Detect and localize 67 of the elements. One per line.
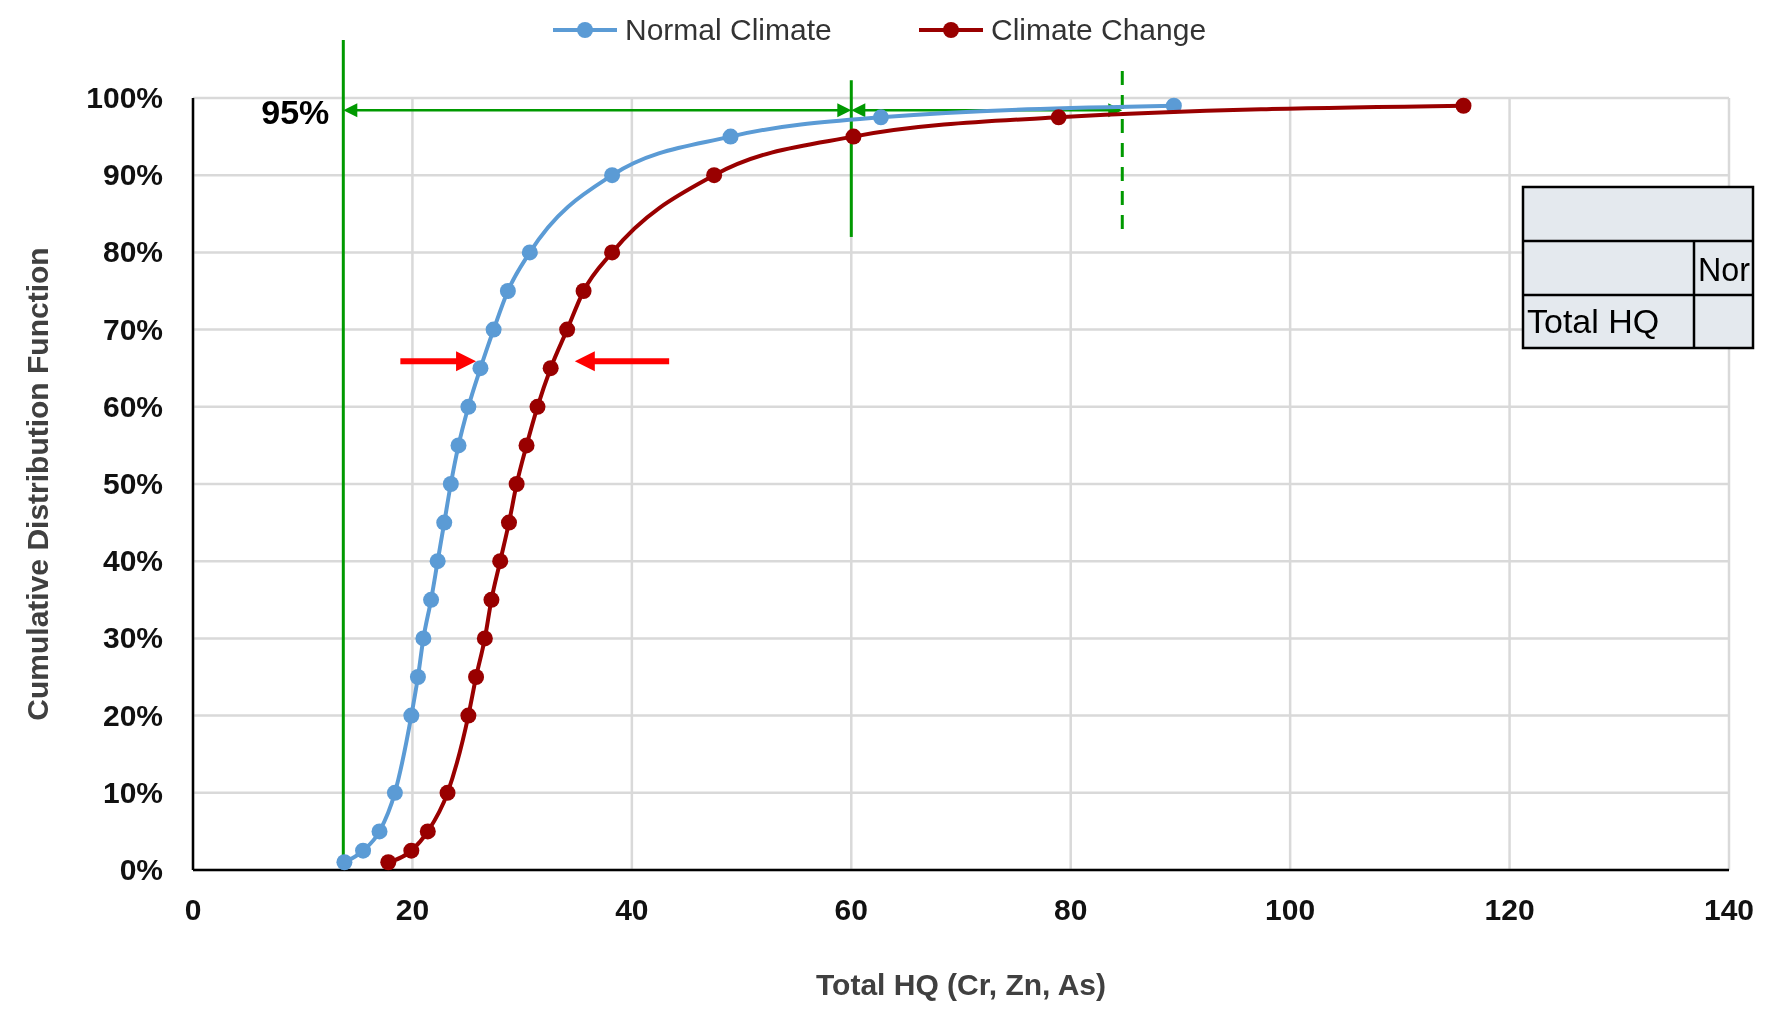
point: [415, 630, 432, 647]
point: [575, 283, 592, 299]
point: [483, 591, 500, 608]
point: [559, 321, 576, 338]
point: [423, 591, 440, 608]
y-tick-label: 0%: [119, 853, 163, 886]
point: [499, 283, 516, 299]
legend-label: Climate Change: [991, 13, 1207, 46]
point: [442, 476, 459, 492]
y-tick-label: 50%: [102, 467, 163, 500]
y-tick-label: 10%: [102, 775, 163, 809]
y-tick-label: 40%: [102, 544, 163, 578]
point: [521, 244, 538, 261]
point: [450, 437, 467, 454]
y-tick-label: 80%: [102, 235, 163, 269]
point: [436, 514, 453, 531]
point: [845, 128, 862, 145]
point: [371, 823, 388, 840]
point: [1050, 109, 1067, 126]
y-tick-label: 90%: [102, 158, 163, 192]
point: [380, 854, 397, 871]
point: [872, 109, 889, 126]
point: [403, 842, 420, 859]
point: [485, 321, 502, 338]
y-tick-label: 30%: [102, 621, 163, 655]
point: [355, 842, 372, 859]
point: [529, 398, 546, 415]
point: [429, 553, 446, 570]
point: [604, 167, 621, 184]
point: [604, 244, 621, 261]
point: [518, 437, 535, 454]
point: [542, 360, 559, 377]
y-tick-label: 100%: [86, 81, 163, 114]
annotation: Nor: [1698, 250, 1753, 288]
x-tick-label: 20: [395, 893, 430, 926]
y-axis-title: Cumulative Distribution Function: [21, 247, 54, 721]
point: [439, 784, 456, 801]
annotation: 95%: [261, 93, 330, 132]
point: [492, 553, 509, 570]
point: [472, 360, 489, 377]
y-tick-label: 60%: [102, 389, 163, 423]
y-tick-label: 70%: [102, 312, 163, 346]
point: [460, 398, 477, 415]
x-tick-label: 60: [834, 893, 868, 926]
point: [468, 669, 485, 685]
x-tick-label: 40: [615, 893, 649, 926]
point: [403, 707, 420, 724]
point: [706, 167, 723, 184]
point: [508, 476, 525, 492]
x-tick-label: 100: [1265, 893, 1316, 926]
x-axis-title: Total HQ (Cr, Zn, As): [816, 968, 1106, 1001]
x-tick-label: 0: [184, 893, 202, 926]
x-tick-label: 140: [1703, 893, 1755, 926]
point: [476, 630, 493, 647]
annotation: Total HQ: [1527, 302, 1660, 340]
point: [1455, 97, 1472, 114]
y-tick-label: 20%: [102, 698, 163, 732]
point: [722, 128, 739, 145]
x-tick-label: 80: [1054, 893, 1088, 926]
legend-label: Normal Climate: [625, 13, 832, 46]
x-tick-label: 120: [1484, 893, 1535, 926]
point: [500, 514, 517, 531]
point: [386, 784, 403, 801]
point: [336, 854, 353, 871]
point: [460, 707, 477, 724]
point: [409, 669, 426, 685]
point: [419, 823, 436, 840]
